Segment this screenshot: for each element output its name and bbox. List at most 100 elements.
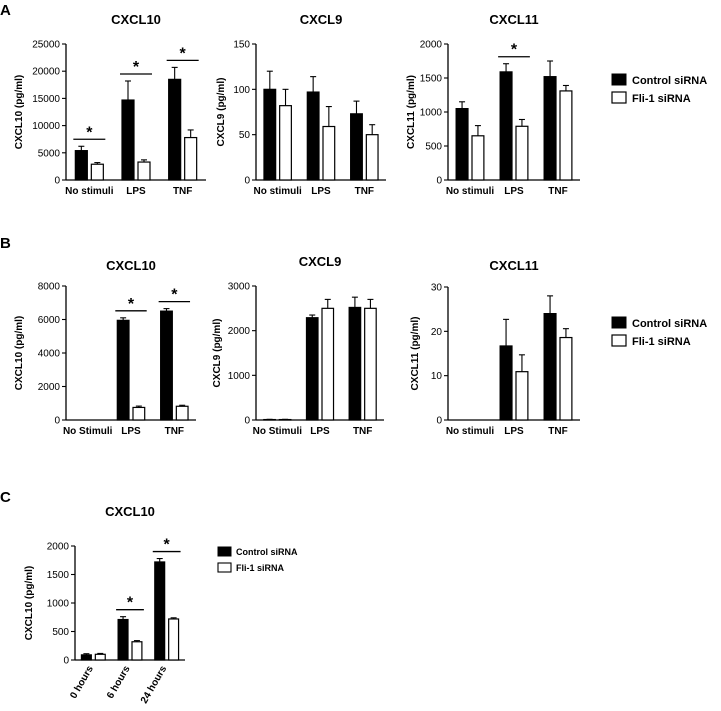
- chart-title: CXCL9: [300, 12, 343, 27]
- y-axis-label: CXCL10 (pg/ml): [14, 75, 25, 149]
- legend-b-fli1-swatch: [611, 334, 627, 347]
- legend-c-fli1-swatch: [217, 562, 232, 573]
- legend-b-fli1-label: Fli-1 siRNA: [632, 336, 691, 348]
- y-tick-label: 0: [436, 176, 442, 187]
- bar-control: [74, 150, 88, 181]
- y-tick-label: 2000: [47, 542, 70, 553]
- y-axis-label: CXCL10 (pg/ml): [24, 566, 35, 640]
- bar-fli1: [90, 163, 104, 181]
- bar-fli1: [131, 641, 143, 661]
- y-tick-label: 25000: [32, 40, 60, 51]
- y-tick-label: 1000: [228, 371, 251, 382]
- x-tick-label: LPS: [310, 426, 330, 437]
- y-tick-label: 0: [54, 176, 60, 187]
- bar-control: [117, 618, 129, 661]
- legend-c-control-swatch: [217, 546, 232, 557]
- x-tick-label: No Stimuli: [63, 426, 113, 437]
- y-tick-label: 1500: [420, 74, 443, 85]
- bar-control: [168, 78, 182, 181]
- y-axis-label: CXCL11 (pg/ml): [410, 317, 421, 391]
- panel-letter-c: C: [0, 489, 11, 506]
- y-tick-label: 1500: [47, 570, 70, 581]
- x-tick-label: No stimuli: [65, 186, 114, 197]
- legend-a-control-swatch: [611, 73, 627, 86]
- x-tick-label: TNF: [353, 426, 372, 437]
- chart-b-cxcl10: CXCL10 CXCL10 (pg/ml) 0 2000 4000 6000 8000 No …: [14, 258, 196, 437]
- significance-star: *: [127, 595, 134, 612]
- chart-c-cxcl10: CXCL10 CXCL10 (pg/ml) 0 500 1000 1500 2000 0 ho…: [24, 504, 185, 706]
- bar-control: [543, 76, 557, 181]
- significance-star: *: [164, 537, 171, 554]
- x-tick-label: 24 hours: [139, 664, 170, 706]
- legend-a-fli1-swatch: [611, 91, 627, 104]
- bar-fli1: [322, 125, 336, 181]
- y-tick-label: 30: [431, 283, 443, 294]
- bar-fli1: [559, 336, 573, 421]
- bar-fli1: [471, 135, 485, 181]
- significance-star: *: [171, 287, 178, 304]
- significance-star: *: [133, 59, 140, 76]
- y-tick-label: 5000: [38, 148, 61, 159]
- legend-c: Control siRNA Fli-1 siRNA: [217, 546, 298, 573]
- y-tick-label: 2000: [420, 40, 443, 51]
- chart-title: CXCL10: [106, 258, 156, 273]
- bar-control: [499, 71, 513, 181]
- y-tick-label: 8000: [38, 282, 61, 293]
- y-axis-label: CXCL9 (pg/ml): [212, 319, 223, 388]
- y-tick-label: 3000: [228, 282, 251, 293]
- chart-a-cxcl9: CXCL9 CXCL9 (pg/ml) 0 50 100 150 No stimuli LPS…: [216, 12, 386, 197]
- y-tick-label: 50: [239, 130, 251, 141]
- bar-fli1: [175, 405, 189, 421]
- significance-star: *: [128, 296, 135, 313]
- y-tick-label: 20000: [32, 67, 60, 78]
- legend-c-fli1-label: Fli-1 siRNA: [236, 563, 285, 573]
- y-tick-label: 20: [431, 327, 443, 338]
- bar-fli1: [184, 136, 198, 181]
- legend-c-control-label: Control siRNA: [236, 547, 298, 557]
- x-tick-label: No Stimuli: [253, 426, 303, 437]
- chart-b-cxcl9: CXCL9 CXCL9 (pg/ml) 0 1000 2000 3000 No Stimul…: [212, 254, 384, 437]
- bar-fli1: [279, 105, 292, 181]
- x-tick-label: 6 hours: [105, 664, 133, 701]
- legend-a-control-label: Control siRNA: [632, 75, 707, 87]
- bar-control: [455, 107, 469, 181]
- y-tick-label: 500: [52, 627, 69, 638]
- bar-control: [305, 317, 319, 421]
- x-tick-label: No stimuli: [446, 186, 495, 197]
- bar-fli1: [364, 307, 377, 421]
- bar-fli1: [365, 134, 379, 181]
- x-tick-label: No stimuli: [253, 186, 302, 197]
- y-tick-label: 15000: [32, 94, 60, 105]
- chart-title: CXCL10: [111, 12, 161, 27]
- x-tick-label: LPS: [121, 426, 141, 437]
- bar-control: [348, 306, 362, 421]
- bar-fli1: [137, 161, 151, 181]
- significance-star: *: [511, 42, 518, 59]
- significance-star: *: [180, 45, 187, 62]
- chart-b-cxcl11: CXCL11 CXCL11 (pg/ml) 0 10 20 30 No stimuli LPS…: [410, 258, 580, 437]
- panel-letter-a: A: [0, 2, 11, 19]
- bar-control: [306, 91, 320, 181]
- bar-control: [121, 99, 135, 181]
- y-tick-label: 0: [63, 656, 69, 667]
- x-tick-label: LPS: [504, 426, 524, 437]
- panel-letter-b: B: [0, 235, 11, 252]
- bar-control: [350, 113, 363, 181]
- x-tick-label: LPS: [504, 186, 524, 197]
- y-tick-label: 500: [425, 142, 442, 153]
- y-tick-label: 6000: [38, 315, 61, 326]
- chart-a-cxcl11: CXCL11 CXCL11 (pg/ml) 0 500 1000 1500 2000 No s…: [406, 12, 580, 197]
- bar-control: [543, 313, 557, 421]
- y-tick-label: 2000: [38, 382, 61, 393]
- x-tick-label: TNF: [165, 426, 184, 437]
- legend-b-control-label: Control siRNA: [632, 318, 707, 330]
- y-tick-label: 1000: [420, 108, 443, 119]
- significance-star: *: [86, 124, 93, 141]
- bar-control: [80, 654, 92, 661]
- y-tick-label: 10000: [32, 121, 60, 132]
- y-tick-label: 150: [233, 40, 250, 51]
- x-tick-label: TNF: [173, 186, 192, 197]
- bar-fli1: [132, 406, 146, 421]
- y-tick-label: 0: [436, 416, 442, 427]
- bar-control: [160, 310, 173, 421]
